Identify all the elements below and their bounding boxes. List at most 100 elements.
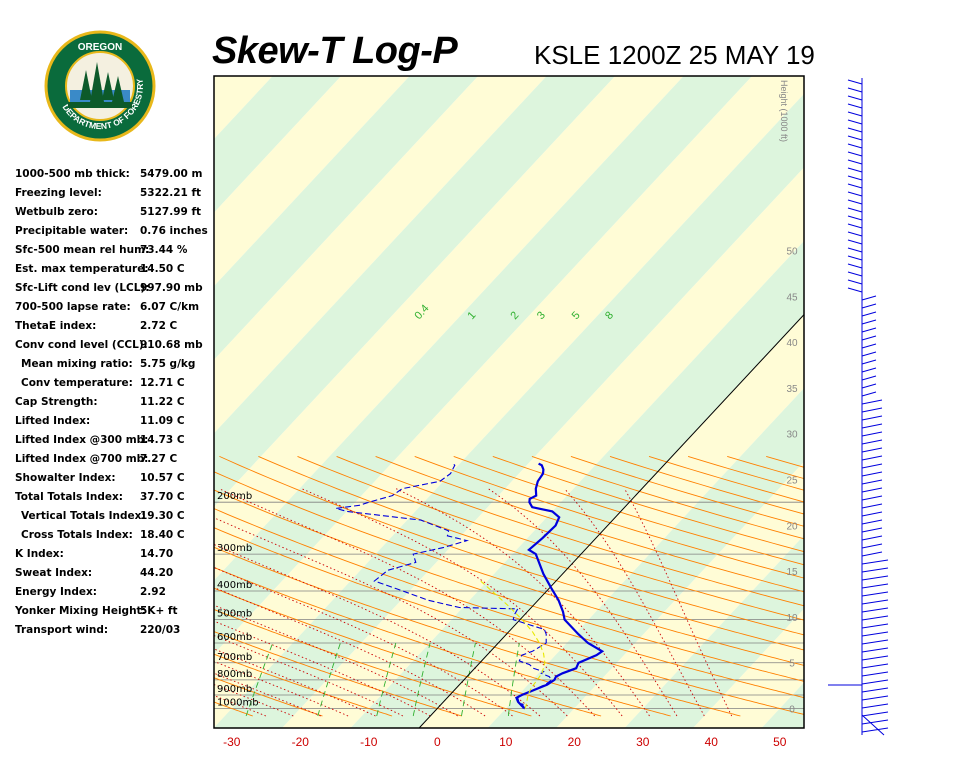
- wind-barb: [861, 714, 885, 736]
- wind-barb: [861, 719, 889, 725]
- height-label: 40: [786, 338, 798, 349]
- stat-row: Sweat Index: 44.20: [15, 567, 215, 586]
- wind-barb: [861, 583, 889, 589]
- stat-value: 14.73 C: [140, 434, 185, 446]
- wind-barb: [847, 119, 863, 125]
- dry-adiabat: [297, 455, 804, 621]
- height-label: 30: [786, 430, 798, 441]
- stat-row: Freezing level: 5322.21 ft: [15, 187, 215, 206]
- x-tick-label: 30: [636, 735, 650, 749]
- wind-barb: [861, 607, 889, 613]
- wind-barb: [847, 271, 863, 277]
- stat-value: 37.70 C: [140, 491, 185, 503]
- stat-value: 2.92: [140, 586, 166, 598]
- wind-barb: [861, 479, 883, 485]
- dry-adiabat: [492, 455, 804, 553]
- stat-row: Lifted Index @700 mb: 7.27 C: [15, 453, 215, 472]
- wind-barb: [861, 303, 877, 309]
- height-label: 50: [786, 247, 798, 258]
- stat-value: 7.27 C: [140, 453, 178, 465]
- wind-barb: [847, 111, 863, 117]
- wind-barb: [861, 631, 889, 637]
- moist-adiabats: [214, 488, 733, 717]
- temperature-band: [624, 535, 804, 728]
- moist-adiabat: [214, 620, 431, 717]
- stat-value: 18.40 C: [140, 529, 185, 541]
- x-tick-label: -20: [292, 735, 310, 749]
- wind-barb: [847, 151, 863, 157]
- wind-barb: [847, 183, 863, 189]
- wind-barb: [861, 335, 877, 341]
- wind-barb: [861, 471, 883, 477]
- pressure-label: 300mb: [217, 543, 252, 554]
- wind-barb: [861, 343, 877, 349]
- stat-value: 5.75 g/kg: [140, 358, 196, 370]
- mixing-ratio-line: [317, 642, 341, 717]
- moist-adiabat: [214, 543, 541, 717]
- stat-value: 11.22 C: [140, 396, 185, 408]
- wind-barb: [847, 223, 863, 229]
- wind-barb: [861, 295, 877, 301]
- stat-value: 910.68 mb: [140, 339, 203, 351]
- dry-adiabat: [219, 455, 804, 651]
- stat-row: 700-500 lapse rate: 6.07 C/km: [15, 301, 215, 320]
- pressure-label: 200mb: [217, 491, 252, 502]
- wind-barb: [861, 439, 883, 445]
- x-tick-label: 0: [434, 735, 441, 749]
- mixing-ratio-line: [412, 642, 431, 717]
- wind-barb: [847, 247, 863, 253]
- stat-row: Vertical Totals Index: 19.30 C: [15, 510, 215, 529]
- wind-barb: [861, 711, 889, 717]
- plot-frame: [213, 75, 805, 729]
- moist-adiabat: [488, 488, 678, 717]
- logo-text: OREGON: [78, 42, 122, 53]
- pressure-label: 900mb: [217, 684, 252, 695]
- stat-value: 6.07 C/km: [140, 301, 200, 313]
- dry-adiabat: [375, 455, 804, 593]
- height-label: 10: [786, 613, 798, 624]
- wind-barb: [861, 351, 877, 357]
- stat-row: Total Totals Index: 37.70 C: [15, 491, 215, 510]
- stat-label: Lifted Index @300 mb:: [15, 434, 149, 446]
- dry-adiabat: [453, 455, 804, 566]
- stat-label: Precipitable water:: [15, 225, 129, 237]
- wind-barb: [861, 311, 877, 317]
- wind-barb: [861, 495, 883, 501]
- x-tick-label: 10: [499, 735, 513, 749]
- wind-barb: [847, 175, 863, 181]
- background-bands: [214, 76, 804, 728]
- stat-value: 14.50 C: [140, 263, 185, 275]
- stat-label: Sfc-Lift cond lev (LCL):: [15, 282, 150, 294]
- wind-barb: [861, 687, 889, 693]
- stat-label: Transport wind:: [15, 624, 109, 636]
- stat-row: Lifted Index: 11.09 C: [15, 415, 215, 434]
- wind-barb: [861, 511, 883, 517]
- stat-row: Mean mixing ratio: 5.75 g/kg: [15, 358, 215, 377]
- height-label: 20: [786, 521, 798, 532]
- wind-barb: [861, 647, 889, 653]
- stat-row: Conv temperature: 12.71 C: [15, 377, 215, 396]
- dry-adiabats: [214, 455, 804, 717]
- stat-value: 73.44 %: [140, 244, 188, 256]
- wind-barb: [861, 455, 883, 461]
- stat-row: Precipitable water: 0.76 inches: [15, 225, 215, 244]
- wind-barb: [847, 199, 863, 205]
- moist-adiabat: [564, 488, 705, 717]
- x-tick-labels: -30 -20 -10 0 10 20 30 40 50: [223, 735, 787, 749]
- pressure-label: 400mb: [217, 580, 252, 591]
- x-tick-label: 40: [705, 735, 719, 749]
- stat-label: ThetaE index:: [15, 320, 97, 332]
- wind-barb: [861, 487, 883, 493]
- pressure-label: 800mb: [217, 669, 252, 680]
- dry-adiabat: [336, 455, 804, 607]
- wind-barb: [861, 575, 889, 581]
- pressure-label: 500mb: [217, 609, 252, 620]
- stat-row: K Index: 14.70: [15, 548, 215, 567]
- mixing-ratio-line: [245, 642, 274, 717]
- wind-barb: [861, 415, 883, 421]
- stat-row: 1000-500 mb thick: 5479.00 m: [15, 168, 215, 187]
- wind-barb: [847, 79, 863, 85]
- stat-label: Energy Index:: [15, 586, 97, 598]
- wind-barb: [861, 703, 889, 709]
- wind-barb: [861, 319, 877, 325]
